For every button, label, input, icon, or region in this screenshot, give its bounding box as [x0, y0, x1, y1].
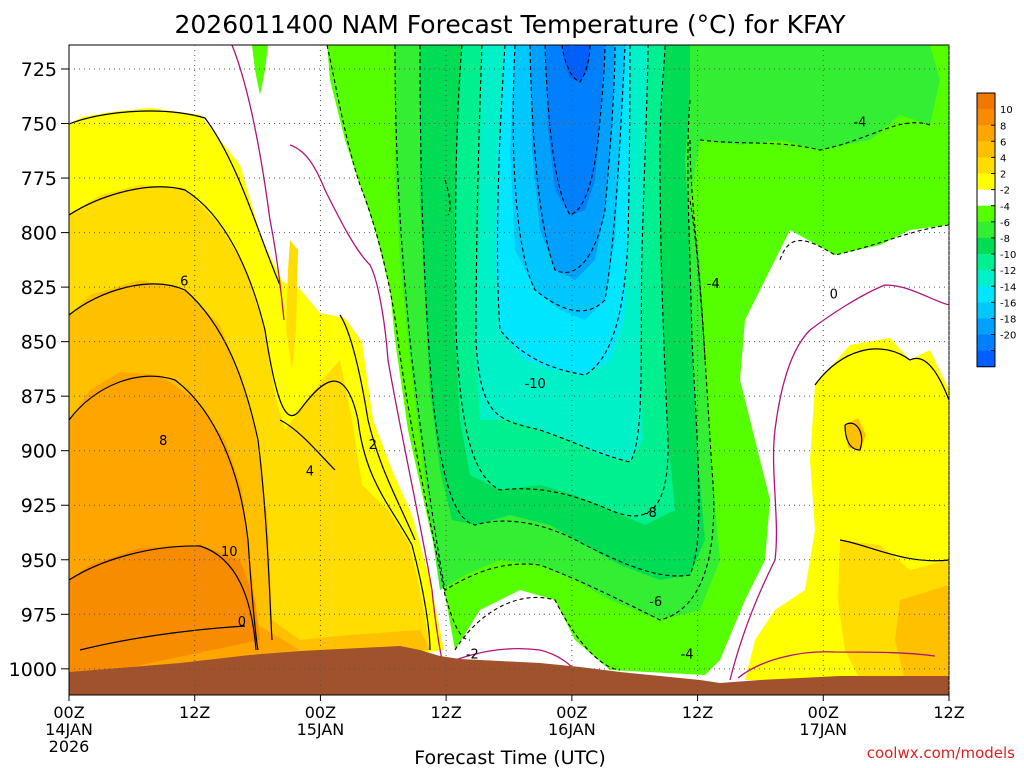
east-warm-pocket-fill — [845, 418, 866, 450]
contour-label: -6 — [649, 595, 662, 610]
contour-label: -8 — [644, 506, 657, 521]
y-tick-label: 975 — [21, 604, 57, 626]
x-tick-sublabel: 17JAN — [799, 720, 847, 739]
colorbar-label: -16 — [1000, 298, 1016, 309]
colorbar-swatch — [977, 173, 995, 191]
colorbar-label: -4 — [1000, 202, 1010, 213]
colorbar-label: -6 — [1000, 218, 1010, 229]
x-tick-label: 00Z — [556, 703, 587, 722]
colorbar-swatch — [977, 205, 995, 223]
x-tick-label: 12Z — [179, 703, 210, 722]
contour-label: 6 — [180, 275, 188, 290]
x-tick-sublabel: 14JAN — [45, 720, 93, 739]
positive-contours — [69, 110, 949, 651]
y-tick-label: 850 — [21, 332, 57, 354]
x-tick-label: 12Z — [682, 703, 713, 722]
colorbar-swatch — [977, 93, 995, 110]
colorbar-frame — [976, 92, 996, 368]
contour-label: 2 — [369, 438, 377, 453]
colorbar-label: -10 — [1000, 250, 1016, 261]
cold-pocket-fill — [252, 45, 268, 95]
cold-region-fill-9 — [545, 45, 605, 215]
colorbar-swatch — [977, 270, 995, 287]
colorbar-swatch — [977, 141, 995, 158]
y-tick-label: 725 — [21, 59, 57, 81]
contour-labels: 6 8 10 4 2 -2 -10 -8 -6 -4 -4 0 -4 0 — [159, 115, 866, 662]
contour-label: 10 — [221, 545, 238, 560]
y-tick-label: 800 — [21, 223, 57, 245]
x-axis-label: Forecast Time (UTC) — [414, 747, 605, 768]
colorbar-swatch — [977, 286, 995, 303]
contour-label: -4 — [681, 648, 694, 663]
colorbar-label: 8 — [1000, 121, 1006, 132]
colorbar-swatch — [977, 237, 995, 255]
x-tick-sublabel: 2026 — [49, 737, 90, 756]
colorbar-label: -8 — [1000, 234, 1010, 245]
colorbar-label: -12 — [1000, 266, 1016, 277]
colorbar-swatch — [977, 350, 995, 368]
colorbar-swatch — [977, 157, 995, 174]
x-tick-label: 12Z — [933, 703, 964, 722]
y-tick-label: 950 — [21, 550, 57, 572]
y-axis: 725 750 775 800 825 850 875 900 925 950 975 1000 — [9, 59, 69, 681]
colorbar-swatch — [977, 254, 995, 271]
grid-lines — [69, 45, 950, 695]
colorbar-swatch — [977, 109, 995, 126]
colorbar-label: 10 — [1000, 105, 1013, 116]
colorbar-label: 6 — [1000, 137, 1006, 148]
contour-label: 4 — [306, 464, 314, 479]
colorbar-label: -20 — [1000, 331, 1016, 342]
colorbar-swatch — [977, 221, 995, 239]
contour-label: -4 — [853, 115, 866, 130]
x-tick-label: 00Z — [305, 703, 336, 722]
colorbar-swatch — [977, 318, 995, 335]
contour-label: 8 — [159, 434, 167, 449]
chart-title: 2026011400 NAM Forecast Temperature (°C)… — [174, 10, 846, 39]
cold-region-fill-10 — [562, 45, 590, 82]
contour-label: -4 — [707, 277, 720, 292]
east-warm-fill-3 — [895, 585, 949, 680]
colorbar-label: -14 — [1000, 282, 1016, 293]
warm-region-fill-5 — [69, 545, 260, 680]
colorbar-label: -2 — [1000, 186, 1010, 197]
colorbar-label: 2 — [1000, 170, 1006, 181]
warm-region-fill-6 — [286, 240, 298, 370]
freezing-contours — [231, 45, 949, 681]
colorbar-swatch — [977, 189, 995, 207]
x-tick-label: 00Z — [808, 703, 839, 722]
negative-contours — [326, 45, 949, 671]
y-tick-label: 750 — [21, 114, 57, 136]
contour-label: 0 — [830, 288, 838, 303]
colorbar-swatch — [977, 302, 995, 319]
contour-label: -2 — [466, 648, 479, 663]
x-tick-label: 12Z — [430, 703, 461, 722]
x-tick-sublabel: 16JAN — [548, 720, 596, 739]
colorbar-swatch — [977, 334, 995, 352]
y-tick-label: 900 — [21, 441, 57, 463]
plot-area — [69, 45, 949, 695]
contour-label: -10 — [525, 377, 546, 392]
colorbar-swatch — [977, 125, 995, 142]
credit-text: coolwx.com/models — [867, 744, 1015, 762]
colorbar-label: 4 — [1000, 154, 1006, 165]
y-tick-label: 875 — [21, 386, 57, 408]
contour-label: 0 — [238, 615, 246, 630]
x-tick-label: 00Z — [53, 703, 84, 722]
colorbar-label: -18 — [1000, 315, 1016, 326]
y-tick-label: 925 — [21, 495, 57, 517]
y-tick-label: 775 — [21, 168, 57, 190]
colorbar: 10 8 6 4 2 -2 -4 -6 -8 -10 -12 -14 -16 -18 -20 — [976, 92, 1016, 368]
terrain-fill — [69, 646, 949, 695]
x-tick-sublabel: 15JAN — [297, 720, 345, 739]
y-tick-label: 1000 — [9, 659, 57, 681]
y-tick-label: 825 — [21, 277, 57, 299]
